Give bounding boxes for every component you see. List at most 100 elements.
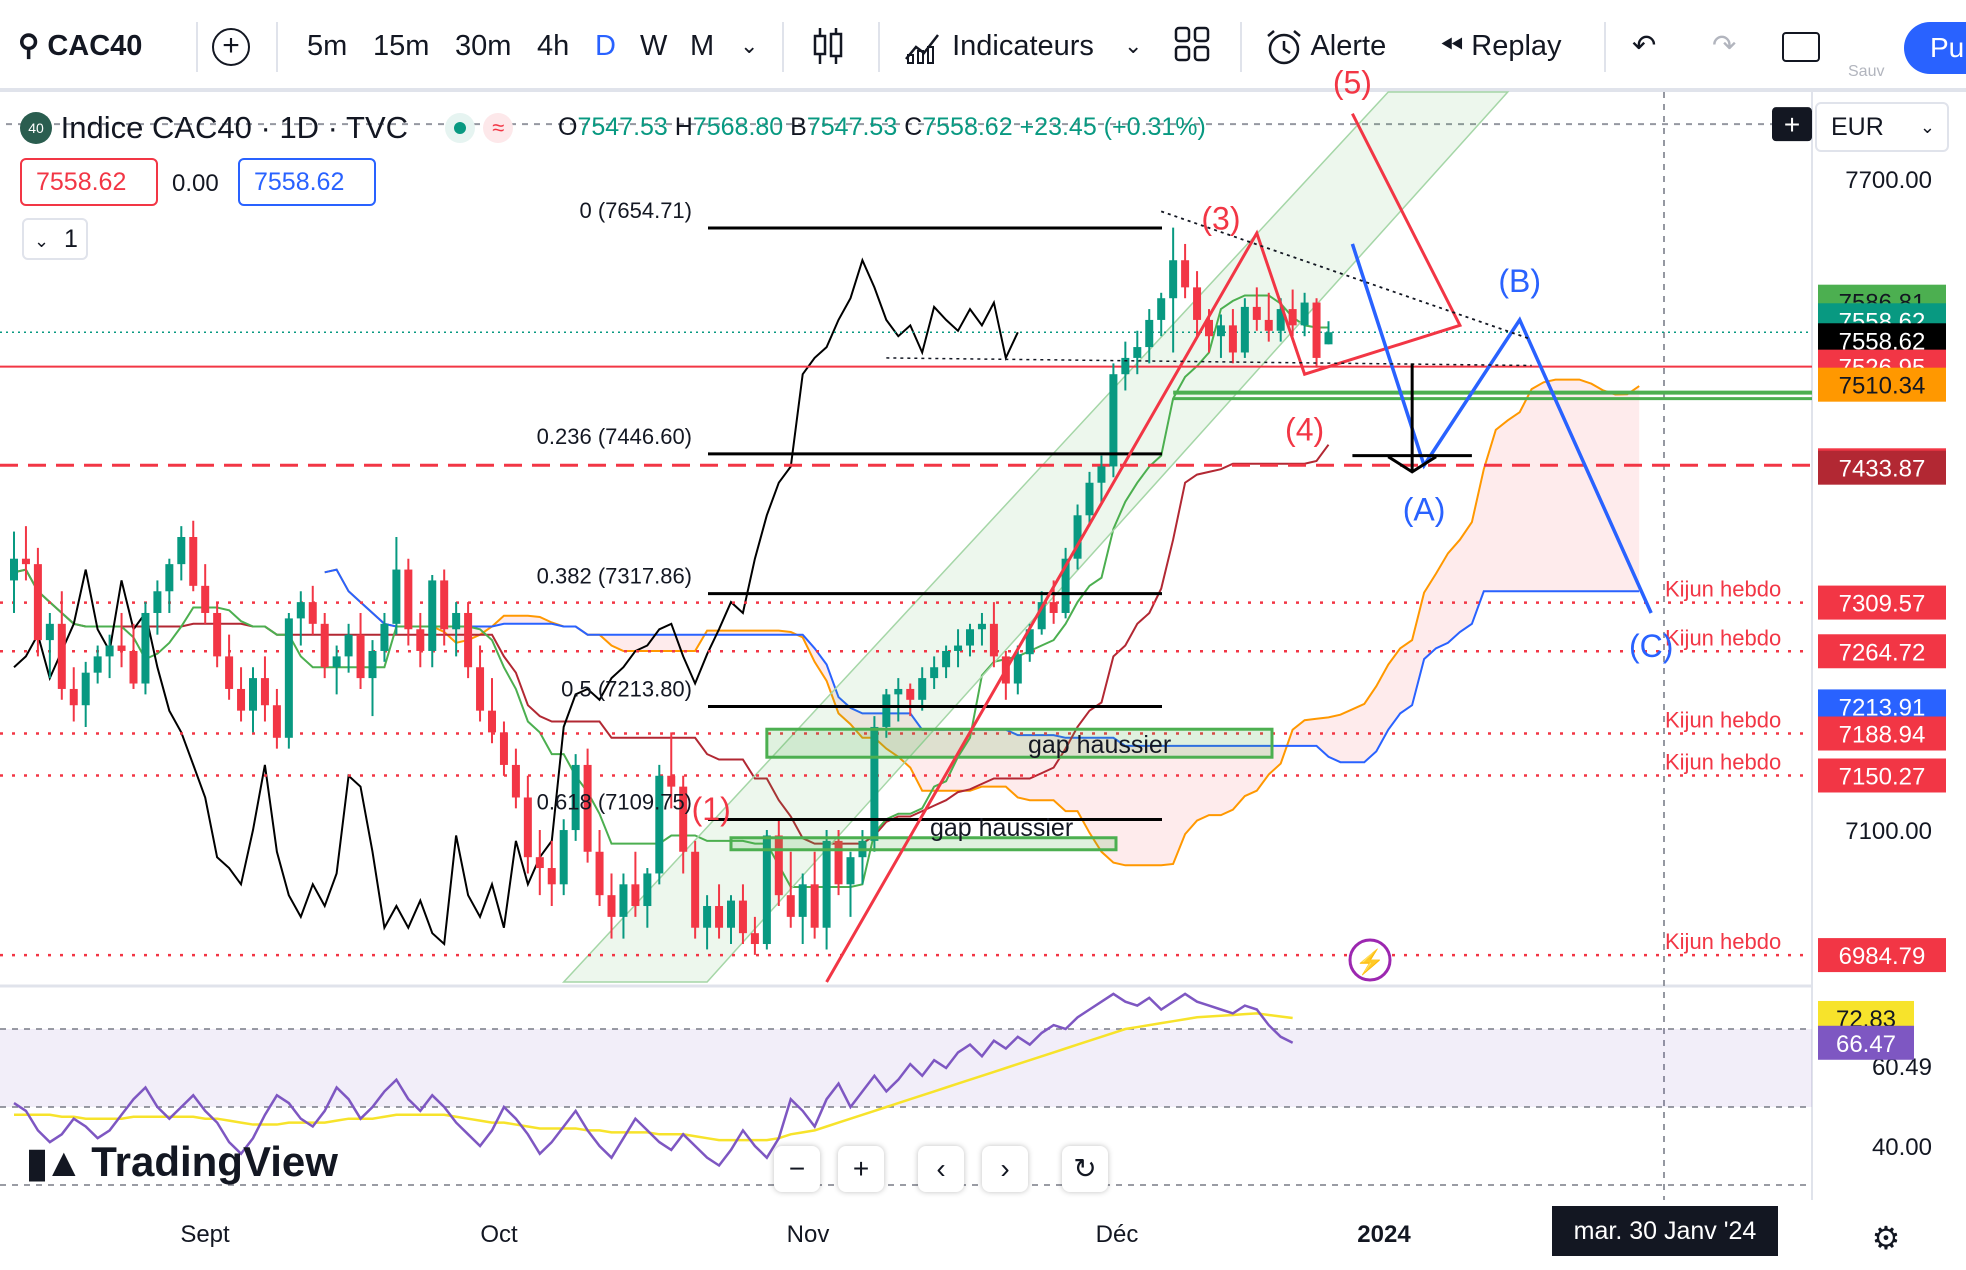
gap-box (729, 836, 1118, 852)
sell-price-button[interactable]: 7558.62 (20, 158, 158, 206)
redo-button[interactable]: ↷ (1712, 26, 1736, 66)
candle-body (129, 650, 138, 684)
kijun-hebdo-label: Kijun hebdo (1665, 749, 1781, 774)
kijun-hebdo-label: Kijun hebdo (1665, 577, 1781, 602)
symbol-search[interactable]: ⚲ CAC40 (18, 26, 142, 66)
candle-body (237, 688, 246, 711)
toolbar-divider (878, 22, 880, 72)
gap-label: gap haussier (930, 814, 1073, 842)
currency-select[interactable]: EUR ⌄ (1815, 102, 1949, 152)
scroll-right-button[interactable]: › (982, 1146, 1028, 1192)
zoom-in-button[interactable]: + (838, 1146, 884, 1192)
fib-level-label: 0.382 (7317.86) (537, 564, 692, 589)
fullscreen-button[interactable] (1782, 26, 1820, 66)
candle-body (523, 797, 532, 858)
candle-body (655, 775, 664, 874)
senkou-a-line (324, 378, 1640, 867)
candle-body (798, 884, 807, 917)
interval-15m[interactable]: 15m (373, 30, 430, 62)
candle-body (667, 775, 676, 787)
candle-body (45, 623, 54, 641)
rsi-tick-label: 40.00 (1872, 1134, 1932, 1161)
undo-icon: ↶ (1632, 30, 1657, 62)
interval-w[interactable]: W (640, 30, 668, 62)
interval-dropdown[interactable]: ⌄ (740, 26, 758, 66)
publish-button[interactable]: Pul (1904, 22, 1966, 74)
interval-d[interactable]: D (595, 30, 616, 62)
symbol-legend[interactable]: 40 Indice CAC40 · 1D · TVC ≈ (20, 108, 514, 146)
open-value: 7547.53 (577, 113, 668, 141)
candle-body (392, 569, 401, 624)
candle-body (117, 645, 126, 651)
price-tick-label: 7100.00 (1845, 818, 1932, 845)
candle-body (691, 851, 700, 928)
candle-body (906, 688, 915, 700)
chevron-down-icon: ⌄ (1124, 33, 1143, 58)
candle-body (619, 884, 628, 917)
replay-button[interactable]: ⏪︎ Replay (1440, 26, 1562, 66)
layout-button[interactable] (1174, 26, 1210, 73)
settings-button[interactable]: ⚙ (1866, 1218, 1906, 1258)
collapse-indicators-button[interactable]: ⌄ 1 (22, 218, 88, 260)
candle-body (213, 612, 222, 657)
scroll-left-button[interactable]: ‹ (918, 1146, 964, 1192)
undo-button[interactable]: ↶ (1632, 26, 1656, 66)
fib-level-label: 0 (7654.71) (579, 198, 692, 223)
time-tick-label: Oct (480, 1221, 518, 1248)
gear-icon: ⚙ (1871, 1220, 1901, 1256)
buy-price-button[interactable]: 7558.62 (238, 158, 376, 206)
save-label[interactable]: Sauv (1848, 63, 1885, 80)
market-status-dot (444, 112, 475, 143)
add-symbol-button[interactable]: + (212, 26, 250, 66)
candle-body (703, 906, 712, 928)
candle-body (320, 623, 329, 668)
candle-body (201, 585, 210, 613)
candle-body (1037, 602, 1046, 630)
chevron-down-icon: ⌄ (34, 231, 50, 251)
alert-button[interactable]: Alerte (1264, 26, 1386, 66)
grid-layout-icon (1174, 26, 1210, 62)
interval-5m[interactable]: 5m (307, 30, 348, 62)
kijun-hebdo-label: Kijun hebdo (1665, 708, 1781, 733)
high-key: H (674, 113, 693, 141)
toolbar-divider (1604, 22, 1606, 72)
candle-body (822, 840, 831, 928)
candle-body (1157, 298, 1166, 320)
candle-body (488, 710, 496, 733)
candle-body (368, 650, 377, 679)
indicators-dropdown[interactable]: ⌄ (1124, 26, 1142, 66)
zoom-out-button[interactable]: − (774, 1146, 820, 1192)
candle-body (153, 591, 162, 613)
candle-body (344, 634, 353, 657)
chart-type-button[interactable] (810, 26, 846, 77)
candle-body (81, 672, 90, 706)
crosshair-date-label: mar. 30 Janv '24 (1552, 1206, 1778, 1256)
add-level-button[interactable] (1772, 107, 1812, 142)
price-label-box (1818, 716, 1946, 751)
candle-body (93, 656, 102, 673)
dotted-neckline (886, 357, 1532, 367)
legend-title: Indice CAC40 · 1D · TVC (60, 109, 409, 145)
alarm-clock-icon (1267, 30, 1301, 65)
high-value: 7568.80 (692, 113, 784, 141)
target-arrow-head (1387, 455, 1437, 474)
indicators-button[interactable]: Indicateurs (904, 26, 1094, 66)
interval-30m[interactable]: 30m (455, 30, 512, 62)
toolbar-divider (1240, 22, 1242, 72)
candle-body (33, 564, 42, 641)
candle-body (834, 840, 843, 885)
candle-body (105, 645, 114, 657)
time-tick-label: 2024 (1357, 1221, 1411, 1248)
price-label-box (1818, 634, 1946, 669)
reset-chart-button[interactable]: ↻ (1062, 1146, 1108, 1192)
lightning-icon (1348, 938, 1392, 982)
low-key: B (790, 113, 807, 141)
time-tick-label: Nov (787, 1221, 830, 1248)
interval-m[interactable]: M (690, 30, 715, 62)
collapse-count: 1 (64, 225, 78, 253)
toolbar-divider (196, 22, 198, 72)
rewind-icon: ⏪︎ (1440, 30, 1464, 62)
price-label-text: 7150.27 (1839, 763, 1926, 790)
interval-4h[interactable]: 4h (537, 30, 570, 62)
